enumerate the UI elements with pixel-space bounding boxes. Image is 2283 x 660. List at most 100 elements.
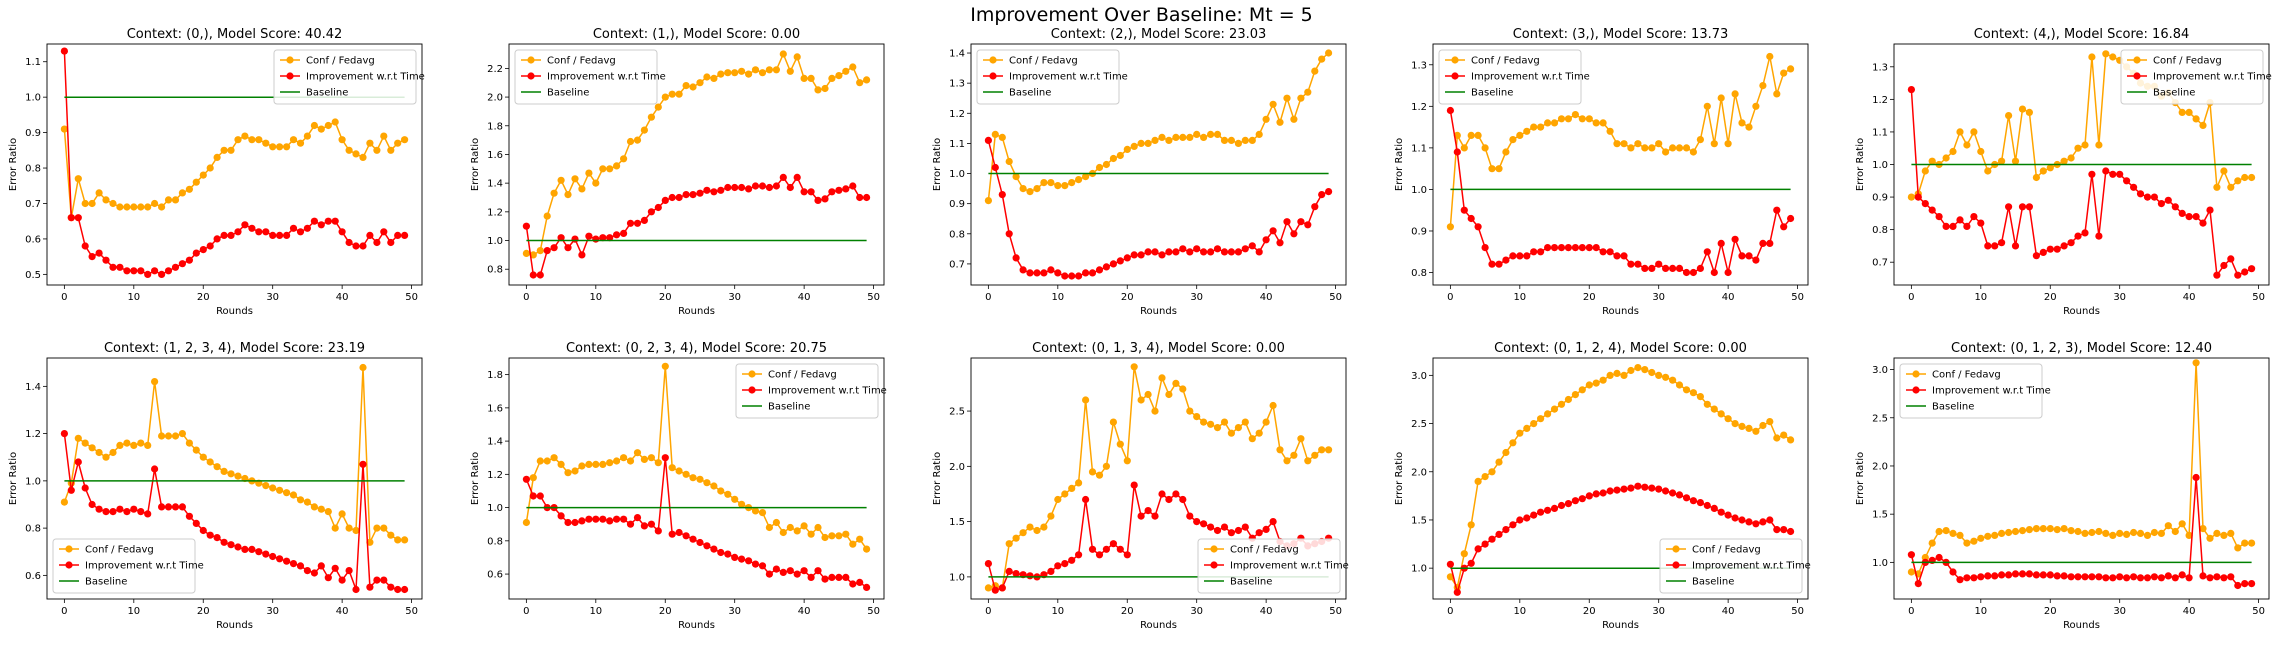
data-point-improvement xyxy=(1269,518,1277,526)
data-point-improvement xyxy=(1669,489,1677,497)
legend-label: Improvement w.r.t Time xyxy=(85,561,204,572)
x-tick-label: 50 xyxy=(2252,606,2265,617)
legend: Conf / Fedavg Improvement w.r.t Time Basel… xyxy=(273,49,425,105)
data-point-improvement xyxy=(835,573,843,582)
data-point-improvement xyxy=(2248,265,2256,273)
data-point-conf xyxy=(1759,82,1767,90)
data-point-improvement xyxy=(1297,218,1305,226)
x-tick-label: 20 xyxy=(197,292,210,303)
data-point-conf xyxy=(1523,424,1531,432)
data-point-conf xyxy=(1544,119,1552,127)
data-point-improvement xyxy=(599,515,607,523)
legend-label: Conf / Fedavg xyxy=(1932,370,2001,381)
data-point-improvement xyxy=(731,553,739,562)
data-point-improvement xyxy=(1935,213,1943,221)
data-point-improvement xyxy=(1613,486,1621,494)
legend: Conf / Fedavg Improvement w.r.t Time Basel… xyxy=(1197,538,1349,594)
data-point-improvement xyxy=(1186,512,1194,520)
data-point-improvement xyxy=(1675,264,1684,272)
data-point-improvement xyxy=(1675,491,1684,499)
data-point-conf xyxy=(717,70,725,78)
data-point-improvement xyxy=(835,186,843,194)
data-point-improvement xyxy=(1026,269,1034,277)
data-point-conf xyxy=(1977,147,1985,156)
data-point-conf xyxy=(2213,183,2221,191)
data-point-conf xyxy=(1200,418,1208,426)
data-point-conf xyxy=(758,69,767,77)
data-point-improvement xyxy=(1144,507,1152,515)
data-point-conf xyxy=(1137,396,1145,404)
data-point-conf xyxy=(1717,94,1725,102)
data-point-conf xyxy=(1255,130,1263,138)
axes-frame xyxy=(1432,43,1809,286)
data-point-improvement xyxy=(626,219,635,227)
data-point-improvement xyxy=(1949,222,1957,230)
data-point-improvement xyxy=(1710,504,1718,512)
y-tick-label: 1.6 xyxy=(487,150,503,161)
data-point-improvement xyxy=(296,228,305,236)
data-point-conf xyxy=(2206,534,2214,542)
data-point-improvement xyxy=(1467,214,1475,223)
data-point-conf xyxy=(102,196,110,204)
data-point-improvement xyxy=(1787,527,1795,536)
data-point-improvement xyxy=(1914,580,1922,588)
chart-panel-7: Context: (0, 2, 3, 4), Model Score: 20.7… xyxy=(470,341,887,631)
data-point-improvement xyxy=(345,238,353,247)
data-point-conf xyxy=(1227,429,1235,437)
data-point-conf xyxy=(1759,421,1767,430)
data-point-improvement xyxy=(703,186,711,194)
x-tick-label: 50 xyxy=(405,606,418,617)
y-axis-label: Error Ratio xyxy=(1855,452,1866,505)
data-point-conf xyxy=(1731,420,1739,428)
data-point-conf xyxy=(1928,157,1936,165)
data-point-conf xyxy=(599,460,607,468)
data-point-conf xyxy=(373,146,381,154)
data-point-conf xyxy=(74,175,82,183)
data-point-conf xyxy=(1033,526,1041,535)
data-point-conf xyxy=(1151,407,1159,415)
data-point-conf xyxy=(60,498,68,506)
data-point-improvement xyxy=(1752,520,1760,528)
data-point-conf xyxy=(2150,528,2158,537)
data-point-conf xyxy=(366,139,374,147)
data-point-conf xyxy=(1599,376,1607,384)
data-point-improvement xyxy=(1717,508,1725,516)
data-point-improvement xyxy=(1606,248,1614,256)
data-point-conf xyxy=(345,524,353,532)
data-point-improvement xyxy=(1088,545,1097,553)
data-point-conf xyxy=(220,467,228,475)
data-point-improvement xyxy=(682,532,690,540)
data-point-improvement xyxy=(2109,170,2117,178)
data-point-conf xyxy=(2046,164,2054,172)
legend-box xyxy=(735,363,879,419)
data-point-conf xyxy=(1054,182,1062,190)
data-point-improvement xyxy=(317,221,325,229)
data-point-improvement xyxy=(74,214,82,222)
data-point-improvement xyxy=(1907,86,1915,94)
data-point-conf xyxy=(1509,439,1517,447)
data-point-improvement xyxy=(1460,206,1468,214)
axes-frame xyxy=(508,43,885,286)
data-point-improvement xyxy=(1963,222,1971,230)
data-point-improvement xyxy=(95,505,103,513)
data-point-conf xyxy=(1530,123,1538,131)
x-tick-label: 50 xyxy=(1791,606,1804,617)
data-point-conf xyxy=(2046,525,2054,533)
data-point-conf xyxy=(1907,568,1915,576)
data-point-conf xyxy=(1675,381,1684,389)
legend-marker-improvement xyxy=(286,72,294,80)
x-tick-label: 0 xyxy=(61,606,67,617)
data-point-conf xyxy=(2088,528,2096,537)
data-point-improvement xyxy=(1262,525,1270,534)
data-point-conf xyxy=(2102,529,2110,538)
data-point-improvement xyxy=(745,557,753,565)
data-point-conf xyxy=(696,475,704,483)
data-point-improvement xyxy=(1724,511,1732,519)
data-point-improvement xyxy=(557,234,565,242)
data-point-conf xyxy=(1669,144,1677,152)
data-point-improvement xyxy=(1731,514,1739,522)
data-point-conf xyxy=(1662,148,1670,156)
data-point-improvement xyxy=(2136,190,2145,198)
data-point-improvement xyxy=(269,231,277,239)
x-tick-label: 40 xyxy=(1722,606,1735,617)
